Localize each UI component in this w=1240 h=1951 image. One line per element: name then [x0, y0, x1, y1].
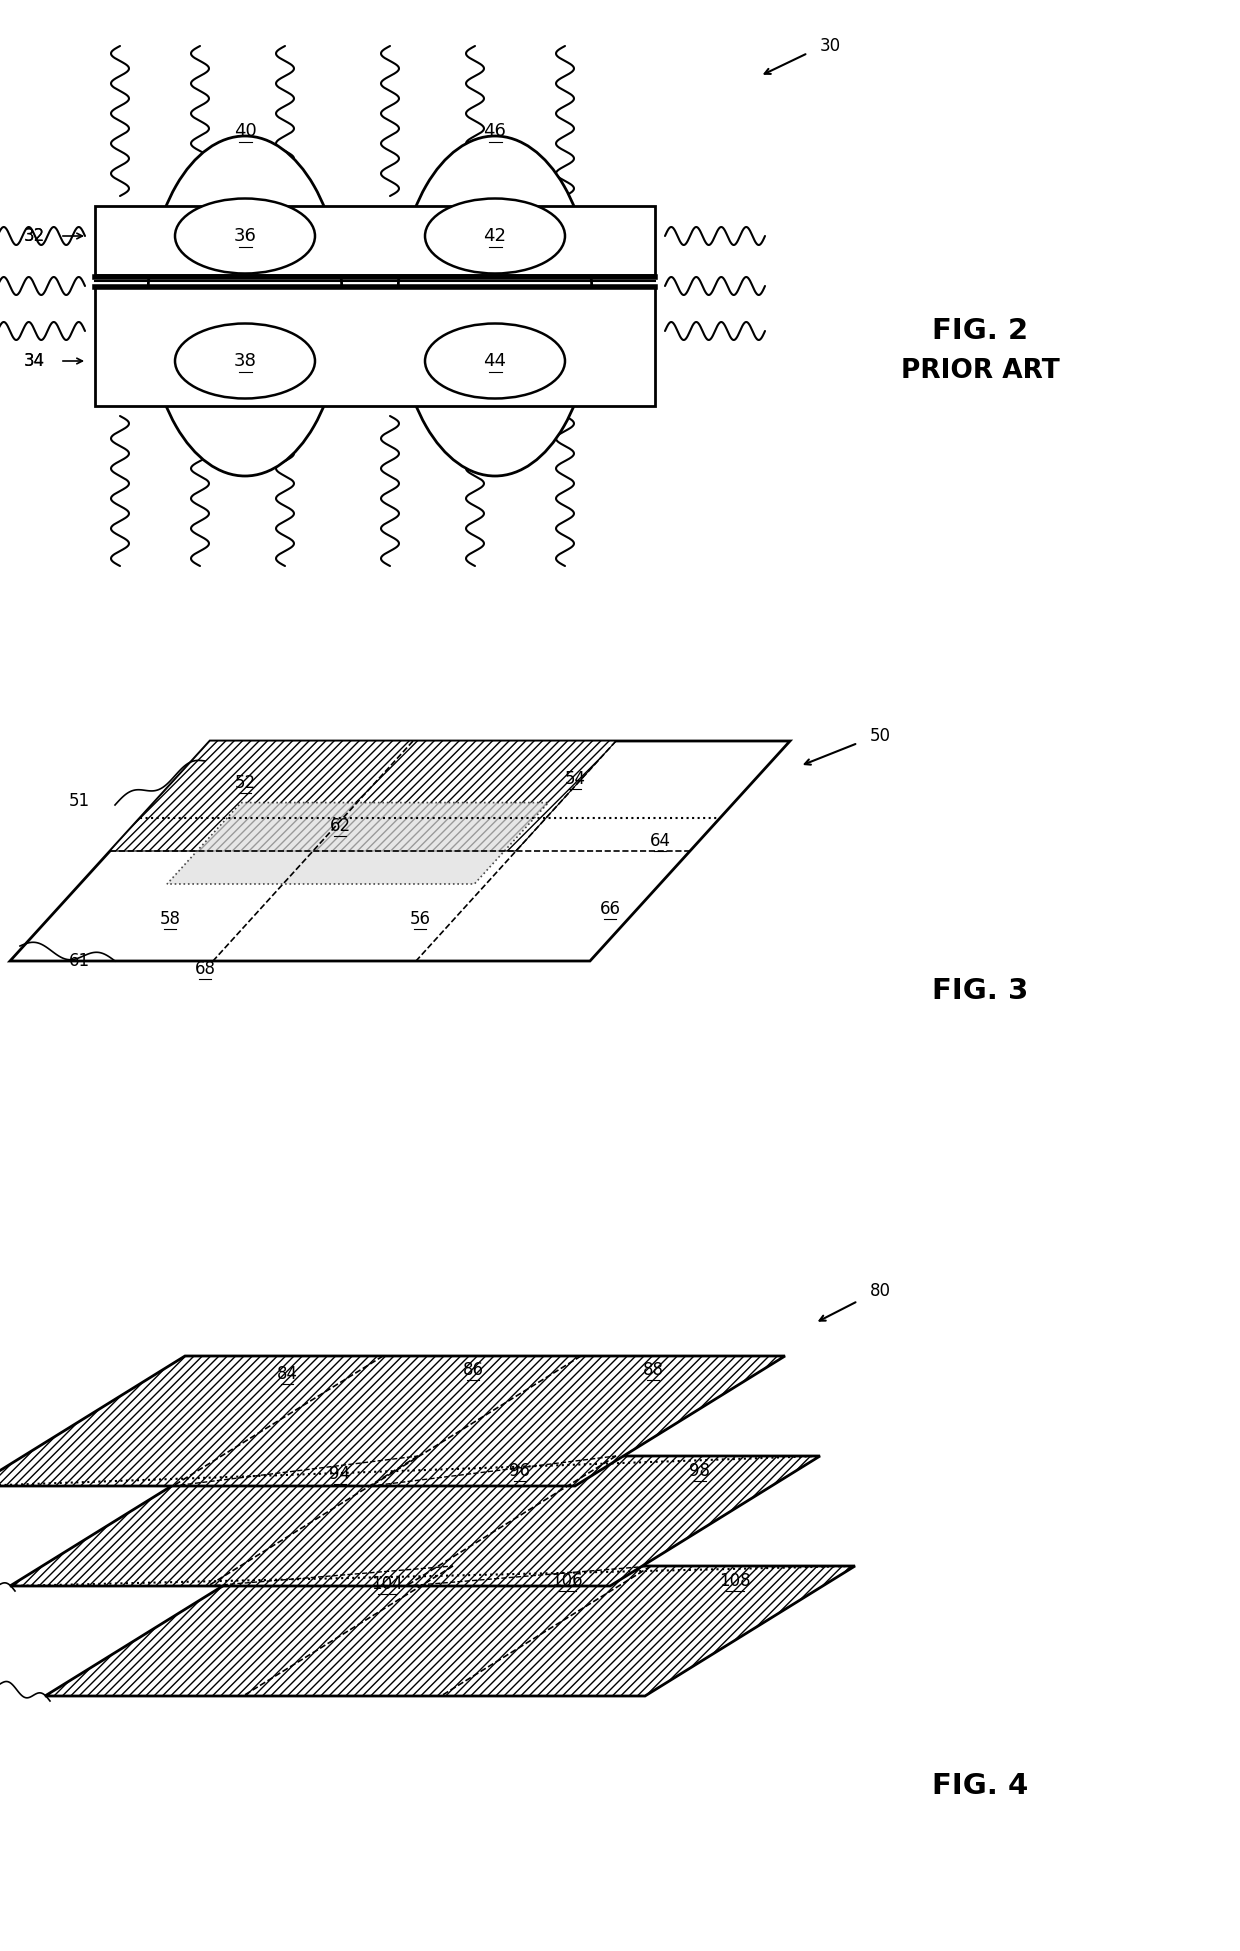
Text: 84: 84	[277, 1366, 298, 1383]
Text: PRIOR ART: PRIOR ART	[900, 357, 1059, 384]
Text: 94: 94	[330, 1465, 351, 1483]
Text: 34: 34	[24, 351, 45, 371]
Text: 58: 58	[160, 909, 181, 929]
Polygon shape	[10, 741, 790, 962]
Text: 68: 68	[195, 960, 216, 977]
Ellipse shape	[425, 199, 565, 273]
Text: 96: 96	[510, 1461, 531, 1481]
Text: 66: 66	[599, 899, 620, 919]
Text: 32: 32	[24, 226, 45, 246]
Text: 54: 54	[564, 771, 585, 788]
Text: 56: 56	[409, 909, 430, 929]
Text: 42: 42	[484, 226, 506, 246]
Text: 64: 64	[650, 831, 671, 851]
Polygon shape	[0, 1356, 785, 1487]
Text: FIG. 3: FIG. 3	[931, 977, 1028, 1005]
Text: 36: 36	[233, 226, 257, 246]
Text: 32: 32	[24, 226, 45, 246]
Text: 50: 50	[870, 728, 892, 745]
Text: FIG. 4: FIG. 4	[932, 1772, 1028, 1801]
Ellipse shape	[148, 137, 342, 476]
Ellipse shape	[175, 324, 315, 398]
Text: 88: 88	[642, 1362, 663, 1379]
Text: 62: 62	[330, 817, 351, 835]
Text: 46: 46	[484, 123, 506, 140]
Text: 38: 38	[233, 351, 257, 371]
Text: 40: 40	[233, 123, 257, 140]
Text: 52: 52	[234, 775, 255, 792]
Bar	[95, 207, 655, 275]
Ellipse shape	[175, 199, 315, 273]
Text: FIG. 2: FIG. 2	[932, 316, 1028, 345]
Polygon shape	[10, 1455, 820, 1586]
Text: 30: 30	[820, 37, 841, 55]
Bar	[95, 287, 655, 406]
Text: 44: 44	[484, 351, 506, 371]
Text: 108: 108	[719, 1573, 750, 1590]
Text: 61: 61	[69, 952, 91, 970]
Text: 104: 104	[371, 1574, 403, 1594]
Text: 86: 86	[463, 1362, 484, 1379]
Ellipse shape	[425, 324, 565, 398]
Polygon shape	[167, 802, 548, 884]
Text: 51: 51	[69, 792, 91, 810]
Text: 98: 98	[689, 1461, 711, 1481]
Ellipse shape	[398, 137, 593, 476]
Text: 34: 34	[24, 351, 45, 371]
Polygon shape	[45, 1567, 856, 1695]
Polygon shape	[110, 741, 616, 851]
Text: 80: 80	[870, 1282, 892, 1299]
Text: 106: 106	[552, 1573, 583, 1590]
